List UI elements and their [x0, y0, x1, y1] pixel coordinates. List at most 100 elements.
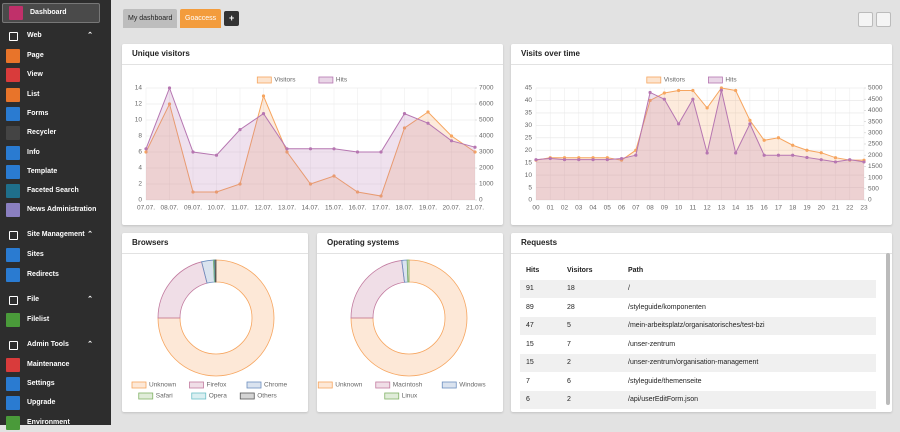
- table-row[interactable]: 6 2/api/userEditForm.json: [520, 390, 876, 409]
- sidebar-section[interactable]: Site Management ⌃: [0, 226, 111, 244]
- label: Admin Tools: [27, 340, 69, 348]
- area-fill: [146, 96, 475, 200]
- series-line: [535, 87, 864, 161]
- sidebar-section[interactable]: File ⌃: [0, 291, 111, 309]
- x-tick-label: 23: [860, 205, 868, 212]
- sidebar-item[interactable]: Upgrade: [0, 394, 111, 412]
- sidebar-item[interactable]: Faceted Search: [0, 182, 111, 200]
- sidebar-item[interactable]: Info: [0, 144, 111, 162]
- sidebar-item[interactable]: Template: [0, 163, 111, 181]
- data-point: [605, 158, 609, 162]
- sidebar-item[interactable]: Redirects: [0, 266, 111, 284]
- data-point: [691, 97, 695, 101]
- label: Environment: [27, 418, 70, 426]
- column-header: Hits: [526, 266, 540, 274]
- donut-slice: [350, 259, 468, 377]
- table-cell: 91: [526, 285, 534, 293]
- table-row[interactable]: 89 28/styleguide/komponenten: [520, 298, 876, 317]
- legend-swatch: [317, 381, 333, 389]
- y2-tick-label: 4000: [479, 133, 494, 140]
- tab[interactable]: Goaccess: [180, 9, 222, 28]
- table-row[interactable]: 7 6/styleguide/themenseite: [520, 372, 876, 391]
- data-point: [848, 158, 852, 162]
- x-tick-label: 19: [803, 205, 811, 212]
- x-tick-label: 00: [532, 205, 540, 212]
- legend-swatch: [708, 76, 723, 84]
- table-cell: /api/userEditForm.json: [628, 396, 699, 404]
- data-point: [191, 190, 195, 194]
- table-cell: 7: [526, 377, 530, 385]
- table-cell: 2: [567, 359, 571, 367]
- scrollbar[interactable]: [886, 253, 890, 405]
- legend-label: Macintosh: [393, 382, 423, 389]
- sidebar-item[interactable]: News Administration: [0, 201, 111, 219]
- sidebar-item[interactable]: View: [0, 66, 111, 84]
- legend-swatch: [189, 381, 204, 389]
- sidebar-section[interactable]: Admin Tools ⌃: [0, 336, 111, 354]
- data-point: [776, 136, 781, 140]
- table-row[interactable]: 15 2/unser-zentrum/organisation-managemen…: [520, 353, 876, 372]
- sidebar-item[interactable]: Filelist: [0, 311, 111, 329]
- settings-button[interactable]: [858, 12, 873, 27]
- sidebar-section[interactable]: Web ⌃: [0, 27, 111, 45]
- widget-card: Visits over time: [511, 44, 892, 225]
- sidebar-item[interactable]: Dashboard: [2, 3, 100, 23]
- data-point: [577, 158, 581, 162]
- add-tab-button[interactable]: +: [224, 11, 240, 26]
- icon: [6, 164, 20, 179]
- legend-label: Hits: [336, 77, 348, 84]
- data-point: [748, 122, 752, 126]
- data-point: [719, 88, 723, 92]
- table-row[interactable]: 47 5/mein-arbeitsplatz/organisatorisches/…: [520, 316, 876, 335]
- legend-label: Windows: [459, 382, 486, 389]
- x-tick-label: 14.07.: [301, 205, 319, 212]
- chevron: ⌃: [87, 340, 93, 348]
- sidebar-item[interactable]: Sites: [0, 246, 111, 264]
- table-cell: 15: [526, 340, 534, 348]
- data-point: [167, 102, 172, 106]
- sidebar-item[interactable]: List: [0, 86, 111, 104]
- x-tick-label: 18: [789, 205, 797, 212]
- label: Sites: [27, 251, 44, 259]
- table-row[interactable]: 91 18 /: [520, 279, 876, 298]
- table-cell: 5: [567, 322, 571, 330]
- data-point: [261, 94, 266, 98]
- data-point: [285, 147, 289, 151]
- data-point: [548, 156, 552, 161]
- y-tick-label: 2: [138, 181, 142, 188]
- label: Info: [27, 148, 40, 156]
- sidebar-item[interactable]: Maintenance: [0, 356, 111, 374]
- table-row[interactable]: 15 7/unser-zentrum: [520, 335, 876, 354]
- data-point: [308, 147, 313, 151]
- icon: [6, 145, 20, 160]
- label: Template: [27, 167, 58, 175]
- delete-button[interactable]: [876, 12, 891, 27]
- x-tick-label: 13: [718, 205, 726, 212]
- sidebar-item[interactable]: Settings: [0, 375, 111, 393]
- table-cell: /unser-zentrum/organisation-management: [628, 359, 759, 367]
- x-tick-label: 13.07.: [278, 205, 296, 212]
- y-tick-label: 20: [525, 147, 533, 154]
- legend-swatch: [375, 381, 391, 389]
- chevron: ⌃: [87, 295, 93, 303]
- data-point: [833, 156, 838, 160]
- y-tick-label: 8: [138, 133, 142, 140]
- y-tick-label: 15: [525, 159, 533, 166]
- data-point: [705, 151, 709, 155]
- tab[interactable]: My dashboard: [123, 9, 178, 28]
- data-point: [379, 194, 383, 198]
- x-tick-label: 09.07.: [184, 205, 202, 212]
- y-tick-label: 10: [135, 117, 143, 124]
- sidebar-item[interactable]: Forms: [0, 105, 111, 123]
- sidebar-item[interactable]: Page: [0, 47, 111, 65]
- label: Redirects: [27, 270, 59, 278]
- sidebar-item[interactable]: Recycler: [0, 124, 111, 142]
- table-cell: /styleguide/komponenten: [628, 303, 706, 311]
- label: Filelist: [27, 315, 50, 323]
- label: Dashboard: [30, 9, 67, 16]
- data-point: [862, 160, 866, 164]
- label: Maintenance: [27, 360, 70, 368]
- sidebar: Dashboard Web ⌃ Page View List Forms Recycler In…: [0, 0, 111, 430]
- table-cell: /mein-arbeitsplatz/organisatorisches/tes…: [628, 322, 765, 330]
